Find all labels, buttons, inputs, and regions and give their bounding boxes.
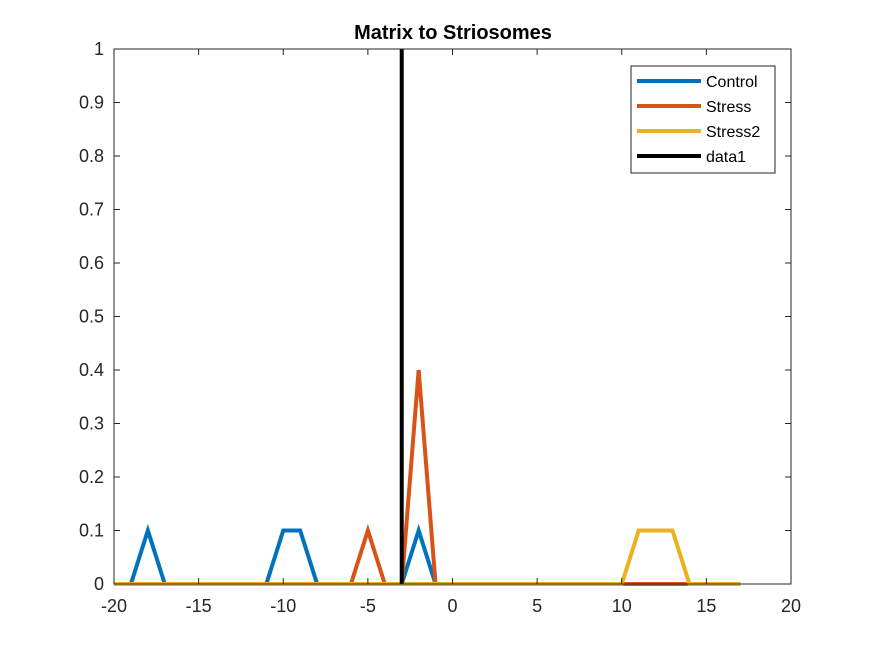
y-tick-label: 1 xyxy=(94,39,104,59)
y-tick-label: 0.1 xyxy=(79,521,104,541)
legend-label-stress2: Stress2 xyxy=(706,124,760,141)
y-tick-label: 0.4 xyxy=(79,360,104,380)
y-tick-label: 0.9 xyxy=(79,93,104,113)
series-line-control xyxy=(114,523,741,586)
x-tick-label: -15 xyxy=(186,596,212,616)
y-tick-label: 0 xyxy=(94,574,104,594)
x-tick-label: 10 xyxy=(612,596,632,616)
x-tick-label: 5 xyxy=(532,596,542,616)
legend-label-data1: data1 xyxy=(706,149,746,166)
legend-label-control: Control xyxy=(706,74,758,91)
y-tick-label: 0.5 xyxy=(79,307,104,327)
y-tick-label: 0.2 xyxy=(79,467,104,487)
x-tick-label: -20 xyxy=(101,596,127,616)
chart-title: Matrix to Striosomes xyxy=(354,22,552,44)
x-tick-label: -10 xyxy=(270,596,296,616)
y-tick-label: 0.8 xyxy=(79,146,104,166)
y-tick-label: 0.7 xyxy=(79,200,104,220)
y-tick-label: 0.3 xyxy=(79,414,104,434)
x-tick-label: 0 xyxy=(447,596,457,616)
x-tick-label: -5 xyxy=(360,596,376,616)
x-tick-label: 20 xyxy=(781,596,801,616)
y-tick-label: 0.6 xyxy=(79,253,104,273)
legend-label-stress: Stress xyxy=(706,99,751,116)
ticks: -20 -15 -10 -5 0 5 10 15 20 0 0.1 0.2 0.3 0.4 0.5 0.6 0.… xyxy=(79,39,801,616)
x-tick-label: 15 xyxy=(696,596,716,616)
legend: Control Stress Stress2 data1 xyxy=(630,65,776,174)
